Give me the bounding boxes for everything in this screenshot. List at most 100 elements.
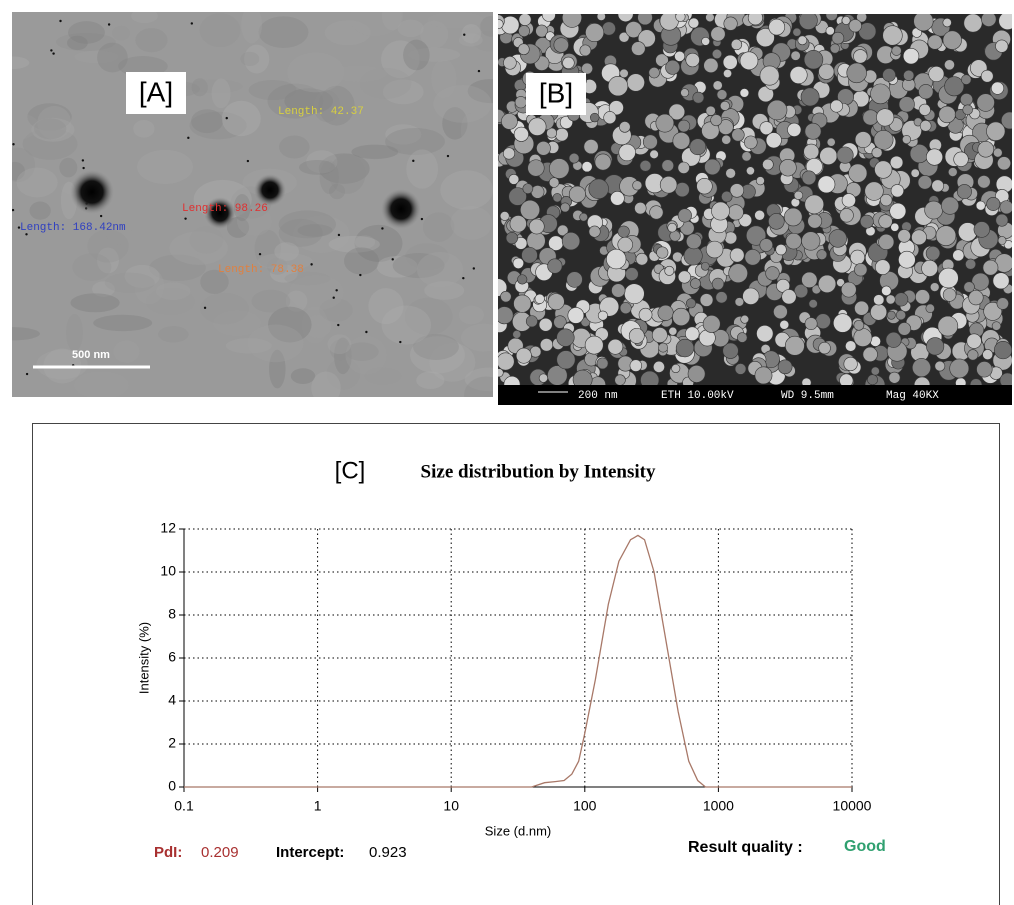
grain bbox=[941, 197, 958, 214]
grain bbox=[500, 291, 511, 302]
texture bbox=[459, 33, 483, 46]
grain bbox=[960, 93, 972, 105]
grain bbox=[992, 322, 1001, 331]
grain bbox=[991, 82, 1003, 94]
texture bbox=[105, 273, 155, 293]
grain bbox=[619, 121, 630, 132]
grain bbox=[926, 246, 940, 260]
grain bbox=[536, 141, 550, 155]
dot bbox=[204, 307, 206, 309]
chart-title: Size distribution by Intensity bbox=[421, 461, 656, 482]
grain bbox=[589, 179, 609, 199]
grain bbox=[526, 316, 537, 327]
grain bbox=[685, 327, 699, 341]
grain bbox=[805, 318, 817, 330]
grain bbox=[686, 53, 700, 67]
texture bbox=[382, 305, 431, 344]
texture bbox=[212, 79, 231, 109]
grain bbox=[620, 302, 631, 313]
grain bbox=[883, 26, 903, 46]
grain bbox=[585, 23, 603, 41]
texture bbox=[68, 21, 105, 44]
grain bbox=[624, 284, 644, 304]
grain bbox=[756, 177, 764, 185]
grain bbox=[830, 100, 842, 112]
grain bbox=[713, 81, 722, 90]
grain bbox=[915, 290, 929, 304]
grain bbox=[826, 27, 834, 35]
grain bbox=[854, 263, 867, 276]
grain bbox=[794, 191, 803, 200]
grain bbox=[948, 168, 957, 177]
grain bbox=[503, 56, 516, 69]
grain bbox=[776, 244, 787, 255]
grain bbox=[705, 159, 721, 175]
grain bbox=[729, 264, 748, 283]
grain bbox=[528, 160, 545, 177]
grain bbox=[805, 195, 824, 214]
grain bbox=[932, 180, 944, 192]
grain bbox=[829, 230, 847, 248]
grain bbox=[867, 375, 877, 385]
dot bbox=[463, 34, 465, 36]
grain bbox=[615, 375, 626, 386]
grain bbox=[608, 339, 623, 354]
grain bbox=[636, 253, 648, 265]
grain bbox=[514, 295, 531, 312]
texture bbox=[406, 149, 438, 188]
grain bbox=[630, 360, 642, 372]
grain bbox=[728, 205, 743, 220]
texture bbox=[189, 226, 223, 253]
grain bbox=[531, 185, 544, 198]
grain bbox=[620, 69, 629, 78]
grain bbox=[611, 284, 625, 298]
grain bbox=[863, 347, 878, 362]
grain bbox=[939, 106, 956, 123]
grain bbox=[742, 152, 751, 161]
grain bbox=[928, 35, 942, 49]
dot bbox=[226, 117, 228, 119]
grain bbox=[981, 70, 993, 82]
texture bbox=[403, 40, 430, 71]
dot bbox=[381, 227, 383, 229]
grain bbox=[518, 25, 529, 36]
grain bbox=[643, 135, 657, 149]
grain bbox=[790, 66, 807, 83]
grain bbox=[808, 214, 822, 228]
grain bbox=[953, 250, 964, 261]
grain bbox=[598, 311, 607, 320]
texture bbox=[241, 6, 262, 44]
grain bbox=[994, 341, 1012, 359]
grain bbox=[721, 191, 732, 202]
grain bbox=[697, 178, 713, 194]
grain bbox=[983, 260, 998, 275]
particle bbox=[254, 174, 286, 206]
grain bbox=[891, 184, 904, 197]
grain bbox=[978, 175, 991, 188]
texture bbox=[450, 206, 492, 240]
grain bbox=[809, 299, 818, 308]
grain bbox=[716, 292, 727, 303]
grain bbox=[740, 52, 758, 70]
texture bbox=[66, 314, 83, 352]
texture bbox=[291, 368, 315, 384]
grain bbox=[782, 290, 797, 305]
grain bbox=[773, 305, 787, 319]
grain bbox=[674, 51, 684, 61]
texture bbox=[251, 290, 290, 313]
grain bbox=[755, 367, 772, 384]
grain bbox=[870, 304, 886, 320]
grain bbox=[983, 349, 993, 359]
grain bbox=[704, 58, 718, 72]
grain bbox=[549, 178, 559, 188]
grain bbox=[735, 298, 744, 307]
grain bbox=[879, 234, 894, 249]
grain bbox=[580, 213, 588, 221]
grain bbox=[842, 194, 856, 208]
grain bbox=[517, 275, 527, 285]
pdi-label: PdI: bbox=[154, 844, 182, 861]
grain bbox=[606, 249, 626, 269]
grain bbox=[658, 343, 667, 352]
grain bbox=[690, 139, 706, 155]
grain bbox=[911, 230, 926, 245]
